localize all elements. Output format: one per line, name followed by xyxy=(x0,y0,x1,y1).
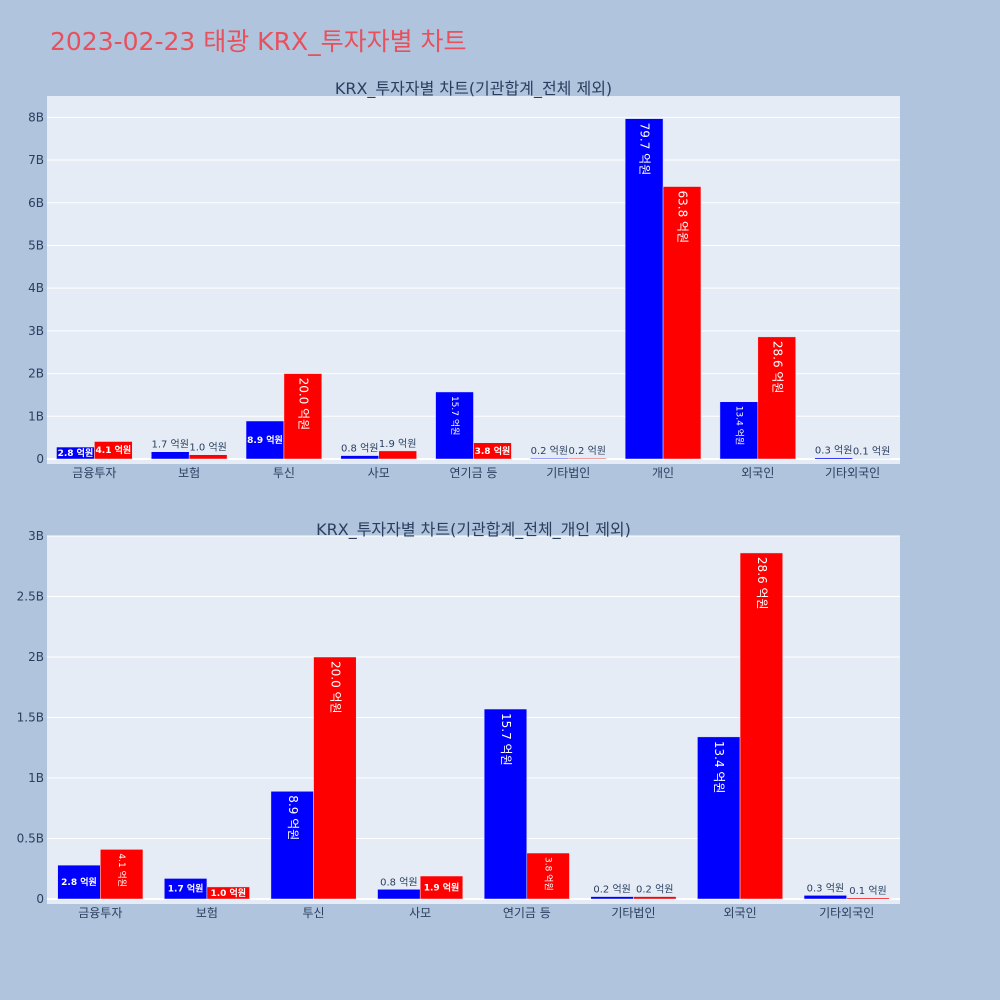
y-tick-label: 2.5B xyxy=(17,590,44,604)
x-tick-label: 금융투자 xyxy=(78,906,122,920)
y-tick-label: 1.5B xyxy=(17,711,44,725)
y-tick-label: 0 xyxy=(36,452,44,466)
x-tick-label: 외국인 xyxy=(724,906,757,920)
bar-label: 3.8 억원 xyxy=(475,445,511,457)
bar xyxy=(377,889,421,900)
y-tick-label: 1B xyxy=(28,771,44,785)
x-tick-label: 개인 xyxy=(652,466,674,480)
bar-label: 0.3 억원 xyxy=(807,882,844,894)
subplot-title: KRX_투자자별 차트(기관합계_전체 제외) xyxy=(335,79,612,99)
bar xyxy=(188,454,228,460)
bar-label: 4.1 억원 xyxy=(96,444,132,456)
bar-label: 0.8 억원 xyxy=(380,876,417,888)
x-tick-label: 보험 xyxy=(178,466,200,480)
x-tick-label: 투신 xyxy=(273,466,295,480)
bar-label: 4.1 억원 xyxy=(116,853,128,887)
bar xyxy=(483,708,528,900)
bar xyxy=(526,852,570,900)
bar-label: 1.7 억원 xyxy=(168,883,204,895)
y-tick-label: 1B xyxy=(28,409,44,423)
chart-top: 0 1B 2B 3B 4B 5B 6B 7B 8B KRX_투자자별 차트(기관합계_전체 제외)… xyxy=(28,79,900,480)
bar-label: 8.9 억원 xyxy=(286,795,300,840)
bar xyxy=(313,656,357,900)
bar xyxy=(662,186,702,460)
bar xyxy=(624,118,664,460)
bar-label: 0.2 억원 xyxy=(531,445,568,457)
bar xyxy=(419,875,464,900)
x-tick-label: 기타외국인 xyxy=(825,466,880,480)
x-tick-label: 연기금 등 xyxy=(450,466,498,480)
y-tick-label: 5B xyxy=(28,238,44,252)
y-tick-label: 4B xyxy=(28,281,44,295)
bar xyxy=(435,391,474,460)
bar xyxy=(473,442,512,460)
bar-label: 0.2 억원 xyxy=(636,884,673,896)
y-tick-label: 0.5B xyxy=(17,832,44,846)
bar xyxy=(697,736,741,900)
y-tick-label: 8B xyxy=(28,110,44,124)
bar-label: 2.8 억원 xyxy=(61,876,97,888)
y-tick-label: 3B xyxy=(28,529,44,543)
bar-label: 0.2 억원 xyxy=(593,884,630,896)
bar-label: 15.7 억원 xyxy=(449,396,461,435)
bar-label: 1.7 억원 xyxy=(151,439,188,451)
subplot-title: KRX_투자자별 차트(기관합계_전체_개인 제외) xyxy=(316,520,631,540)
bar-label: 28.6 억원 xyxy=(770,341,784,394)
x-tick-label: 사모 xyxy=(368,466,390,480)
bar-label: 1.9 억원 xyxy=(424,882,460,894)
bar xyxy=(757,336,796,460)
x-tick-label: 기타법인 xyxy=(546,466,590,480)
x-tick-label: 연기금 등 xyxy=(503,906,551,920)
bar xyxy=(846,897,890,900)
x-tick-label: 기타법인 xyxy=(611,906,655,920)
bar-label: 1.9 억원 xyxy=(379,438,416,450)
x-tick-label: 사모 xyxy=(409,906,431,920)
bar-label: 0.8 억원 xyxy=(341,443,378,455)
x-tick-label: 투신 xyxy=(303,906,325,920)
bar-label: 0.2 억원 xyxy=(568,445,605,457)
y-tick-label: 0 xyxy=(36,892,44,906)
bar xyxy=(590,896,634,900)
x-tick-label: 기타외국인 xyxy=(819,906,874,920)
x-tick-label: 외국인 xyxy=(741,466,774,480)
bar-label: 3.8 억원 xyxy=(543,857,555,891)
y-tick-label: 2B xyxy=(28,367,44,381)
page-title: 2023-02-23 태광 KRX_투자자별 차트 xyxy=(50,27,467,56)
bar xyxy=(568,457,607,460)
x-tick-label: 보험 xyxy=(196,906,218,920)
bar xyxy=(270,791,314,900)
bar-label: 28.6 억원 xyxy=(755,557,769,610)
y-tick-label: 7B xyxy=(28,153,44,167)
bar-label: 20.0 억원 xyxy=(296,378,310,431)
bar-label: 20.0 억원 xyxy=(328,661,342,714)
y-tick-label: 2B xyxy=(28,650,44,664)
bar-label: 79.7 억원 xyxy=(638,123,652,176)
bar xyxy=(803,895,847,900)
bar xyxy=(283,373,323,460)
bar xyxy=(57,864,101,900)
bar-label: 63.8 억원 xyxy=(676,191,690,244)
bar xyxy=(739,552,783,900)
bar-label: 8.9 억원 xyxy=(247,434,283,446)
bar-label: 15.7 억원 xyxy=(499,713,513,766)
bar-label: 0.1 억원 xyxy=(853,446,890,458)
bar-label: 1.0 억원 xyxy=(189,442,226,454)
bar-label: 0.1 억원 xyxy=(849,885,886,897)
bar xyxy=(245,420,285,460)
bar xyxy=(100,849,144,900)
y-tick-label: 3B xyxy=(28,324,44,338)
bar xyxy=(378,450,417,460)
bar-label: 2.8 억원 xyxy=(58,447,94,459)
bar xyxy=(719,401,759,460)
bar-label: 13.4 억원 xyxy=(712,741,726,794)
y-tick-label: 6B xyxy=(28,196,44,210)
bar xyxy=(633,896,677,900)
bar-label: 1.0 억원 xyxy=(210,887,246,899)
bar xyxy=(94,441,133,460)
bar-label: 13.4 억원 xyxy=(733,406,745,445)
bar-label: 0.3 억원 xyxy=(815,445,852,457)
bar xyxy=(206,886,250,900)
x-tick-label: 금융투자 xyxy=(72,466,116,480)
